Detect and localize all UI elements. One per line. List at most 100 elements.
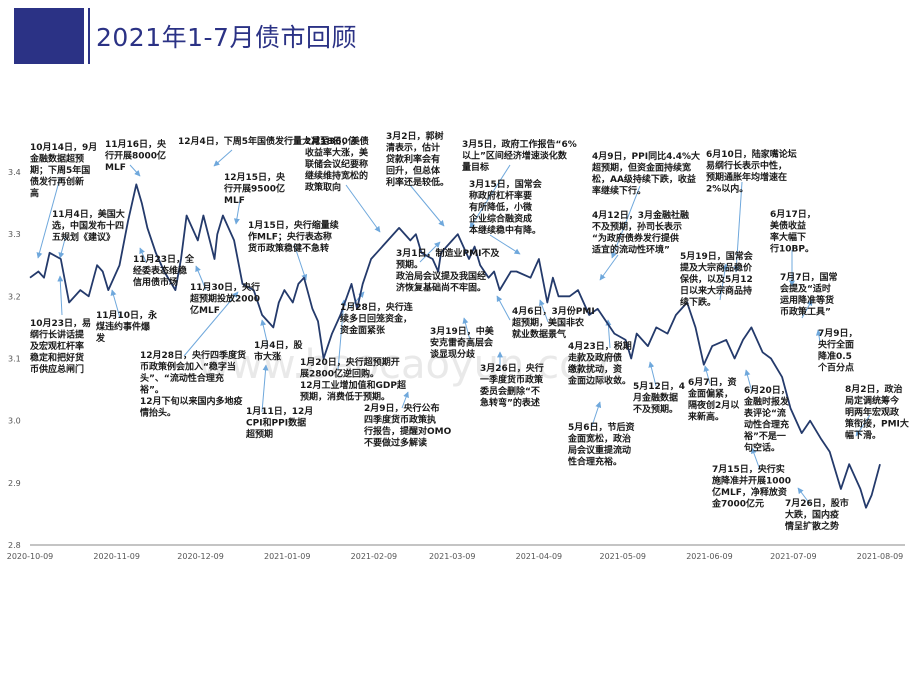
annotation-a9: 12月15日，央行开展9500亿 MLF (223, 171, 286, 206)
annotation-arrow (36, 177, 61, 259)
annotation-line: 日以来大宗商品持 (680, 285, 752, 297)
annotation-a27: 12月28日，央行四季度货币政策例会加入“稳字当头”、“流动性合理充裕”。 12月… (139, 349, 246, 419)
annotation-line: 施降准并开展1000 (712, 475, 791, 487)
x-tick-label: 2021-07-09 (770, 552, 817, 561)
x-tick-label: 2021-02-09 (351, 552, 398, 561)
annotation-arrow (183, 291, 239, 357)
annotation-a6: 3月5日，政府工作报告“6%以上”区间经济增速淡化数量目标 (462, 138, 577, 173)
annotation-a5: 3月2日，郭树清表示，估计贷款利率会有回升，但总体利率还是较低。 (385, 130, 449, 188)
y-tick-label: 3.2 (8, 292, 21, 301)
annotation-line: 4月23日，税期 (568, 340, 632, 352)
x-tick-labels: 2020-10-09 2020-11-09 2020-12-09 2021-01-09… (7, 552, 904, 561)
annotation-line: 继续维持宽松的 (305, 170, 368, 182)
annotation-line: 适宜的流动性环境” (592, 244, 670, 256)
annotation-line: 7月26日，股市 (785, 497, 849, 509)
title-accent-block (14, 8, 84, 64)
annotation-line: 行开展8000亿 (104, 150, 166, 162)
annotation-line: 表评论“流 (743, 407, 786, 419)
annotation-line: 6月17日， (770, 209, 816, 220)
annotation-line: 4月9日，PPI同比4.4%大 (592, 150, 700, 162)
annotation-line: 11月23日，全 (133, 253, 195, 265)
annotation-line: 超预期，但资金面持续宽 (591, 162, 691, 174)
annotation-arrow (855, 414, 871, 437)
annotation-line: 本继续稳中有降。 (469, 224, 541, 236)
annotation-a36: 1月11日，12月 CPI和PPI数据超预期 (245, 406, 313, 440)
annotation-line: 超预期投放2000 (189, 293, 260, 305)
annotation-line: 12月15日，央 (224, 171, 286, 183)
annotation-line: 情呈扩散之势 (784, 520, 839, 532)
annotation-line: 8月2日，政治 (845, 383, 903, 395)
annotation-line: 清表示，估计 (386, 142, 440, 154)
annotation-line: 利率还是较低。 (385, 176, 449, 188)
annotation-line: 裕”不是一 (743, 430, 786, 442)
annotation-line: 金面偏紧， (687, 388, 733, 400)
x-tick-label: 2021-08-09 (857, 552, 904, 561)
annotation-line: 金融数据超预 (29, 153, 84, 165)
annotation-line: 明两年宏观政 (845, 406, 900, 418)
title-accent-line (88, 8, 90, 64)
annotation-a1: 10月14日，9月金融数据超预期；下周5年国债发行再创新高 (29, 142, 97, 199)
annotation-line: 率继续下行。 (592, 185, 646, 197)
y-tick-label: 2.8 (8, 541, 21, 550)
annotation-arrow (591, 401, 602, 427)
annotation-line: 金7000亿元 (711, 498, 764, 510)
annotation-a7: 4月9日，PPI同比4.4%大超预期，但资金面持续宽松，AA级持续下跌，收益率继… (591, 150, 700, 197)
annotation-line: 11月4日，美国大 (52, 208, 125, 220)
y-tick-label: 3.0 (8, 417, 21, 426)
annotation-a18: 政治局会议提及我国经济恢复基础尚不牢固。 (396, 270, 486, 294)
annotation-line: 称政府杠杆率要 (469, 190, 532, 202)
annotation-line: 选，中国发布十四 (52, 220, 124, 232)
annotation-line: 会提及“适时 (780, 283, 831, 295)
annotation-a30: 4月23日，税期走款及政府债缴款扰动，资金面边际收敛。 (567, 340, 632, 387)
annotation-line: 7月7日，国常 (780, 271, 838, 283)
annotation-line: 金面宽松，政治 (567, 433, 631, 445)
annotation-a4: 2月18日，美债收益率大涨，美联储会议纪要称继续维持宽松的政策取向 (305, 135, 369, 193)
annotation-a25: 3月19日，中美安克雷奇高层会谈显现分歧 (430, 325, 495, 360)
annotation-line: 以上”区间经济增速淡化数 (462, 150, 568, 162)
annotation-line: 3月1日，制造业PMI不及 (396, 247, 500, 259)
annotation-line: 经委表态维稳 (133, 265, 187, 277)
annotation-line: 局会议重提流动 (568, 444, 631, 456)
annotation-arrow (419, 241, 441, 263)
annotation-line: 币政策例会加入“稳字当 (140, 361, 236, 373)
y-tick-label: 2.9 (8, 479, 21, 488)
annotation-arrow (733, 181, 743, 273)
annotation-arrow (110, 289, 121, 319)
annotation-arrow (58, 234, 67, 259)
annotation-arrow (815, 329, 822, 343)
annotation-a17: 3月1日，制造业PMI不及预期。 (396, 247, 500, 271)
annotation-line: 2月9日，央行公布 (364, 402, 440, 414)
y-tick-label: 3.3 (8, 230, 21, 239)
annotation-line: 6月20日， (744, 385, 790, 396)
annotation-line: 政策取向 (305, 181, 341, 193)
annotation-a12: 4月12日，3月金融社融不及预期，孙司长表示“为政府债券发行提供适宜的流动性环境… (592, 209, 689, 256)
annotation-arrow (260, 319, 269, 347)
annotation-a35: 8月2日，政治局定调统筹今明两年宏观政策衔接，PMI大幅下滑。 (844, 383, 909, 441)
annotation-a20: 7月7日，国常会提及“适时运用降准等货币政策工具” (780, 271, 838, 318)
annotation-a21: 10月23日，易纲行长讲话提及宏观杠杆率稳定和把好货币供应总闸门 (30, 318, 91, 375)
annotation-line: 策衔接，PMI大 (844, 418, 909, 430)
annotation-line: 超预期 (245, 428, 273, 440)
annotation-line: 有所降低，小微 (469, 201, 533, 213)
annotation-line: 债发行再创新 (30, 176, 84, 188)
annotation-line: 贷款利率会有 (386, 153, 440, 165)
annotation-a28: 1月4日，股市大涨 (254, 340, 304, 363)
annotation-arrow (797, 487, 811, 505)
annotation-line: 高 (30, 187, 39, 199)
annotation-line: 5月12日，4 (633, 381, 685, 392)
annotation-line: 谈显现分歧 (430, 348, 476, 360)
annotation-line: 预期。 (396, 259, 423, 271)
annotation-line: 市大涨 (254, 351, 282, 363)
annotation-arrow (345, 184, 381, 233)
annotation-a29: 1月20日，央行超预期开展2800亿逆回购。 12月工业增加值和GDP超预期，消费… (300, 356, 407, 403)
annotation-arrow (648, 361, 657, 387)
annotation-a23: 1月28日，央行连续多日回笼资金，资金面紧张 (340, 301, 414, 336)
annotation-line: 11月10日，永 (96, 309, 158, 321)
annotation-line: 币政策工具” (780, 306, 831, 318)
annotation-line: 预期，消费低于预期。 (300, 391, 390, 403)
annotation-line: 联储会议纪要称 (305, 158, 368, 170)
annotation-line: 12月4日，下周5年国债发行量大减至360亿 (178, 135, 357, 147)
annotation-a16: 11月30日，央行超预期投放2000 亿MLF (189, 281, 260, 316)
annotation-line: 局定调统筹今 (845, 395, 900, 407)
annotation-line: 1月11日，12月 (246, 406, 313, 417)
